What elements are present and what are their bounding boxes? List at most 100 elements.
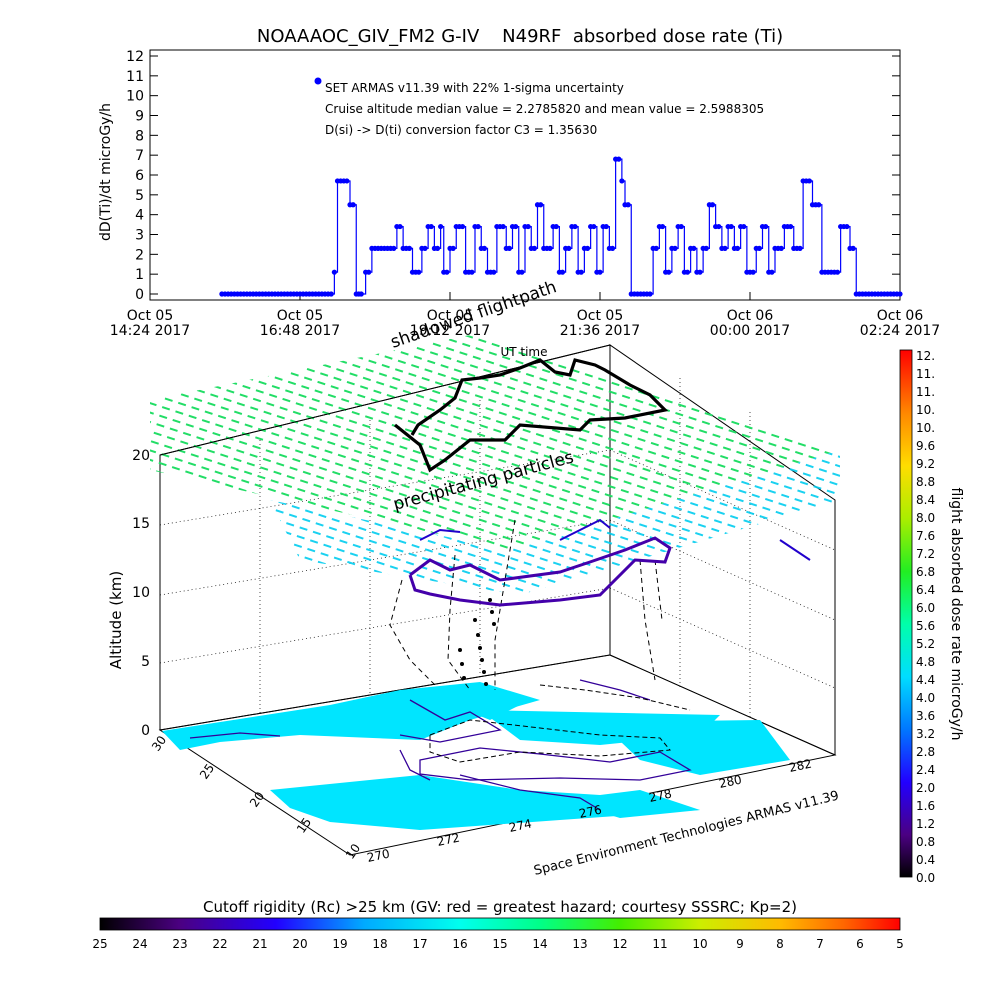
rigidity-colorbar-gradient xyxy=(99,917,901,931)
lat-tick-10: 10 xyxy=(343,841,363,862)
altitude-label: Altitude (km) xyxy=(107,571,125,669)
y-tick-label: 2 xyxy=(135,247,144,263)
alt-tick-15: 15 xyxy=(132,516,150,532)
dose-point xyxy=(481,245,487,251)
y-tick-label: 5 xyxy=(135,188,144,204)
dose-point xyxy=(616,156,622,162)
legend-marker xyxy=(314,77,322,85)
dose-colorbar-tick: 0.0 xyxy=(916,871,935,885)
rigidity-colorbar-tick: 5 xyxy=(896,937,904,951)
dose-point xyxy=(691,245,697,251)
rigidity-colorbar-tick: 17 xyxy=(412,937,427,951)
rigidity-colorbar-tick: 19 xyxy=(332,937,347,951)
dose-point xyxy=(553,223,559,230)
x-tick-label-time: 21:36 2017 xyxy=(560,323,640,339)
dose-point xyxy=(769,269,775,275)
x-tick-label-time: 02:24 2017 xyxy=(860,323,940,339)
dose-colorbar-tick: 2.4 xyxy=(916,763,935,777)
dose-plane xyxy=(150,335,840,550)
floor-shadow-path xyxy=(429,684,691,763)
dose-point xyxy=(500,223,506,230)
dose-point xyxy=(741,223,747,230)
dose-colorbar-ticks: 12. 11. 11. 10. 10. 9.6 9.2 8.8 8.4 8.0 7.6 7.2 6.8 6… xyxy=(916,349,935,885)
alt-tick-10: 10 xyxy=(132,585,150,601)
dose-point xyxy=(459,223,466,230)
dose-colorbar-gradient xyxy=(899,349,913,878)
dose-point xyxy=(531,245,537,251)
dose-point xyxy=(513,223,519,230)
y-tick-label: 7 xyxy=(135,148,144,164)
dose-point xyxy=(328,291,334,297)
dose-colorbar-tick: 1.2 xyxy=(916,817,935,831)
x-tick-label-time: 00:00 2017 xyxy=(710,323,790,339)
legend-line-1: SET ARMAS v11.39 with 22% 1-sigma uncert… xyxy=(325,81,624,95)
rigidity-colorbar-tick: 18 xyxy=(372,937,387,951)
y-tick-label: 0 xyxy=(135,287,144,303)
dose-point xyxy=(438,223,444,230)
dose-point xyxy=(422,245,428,251)
dose-colorbar-tick: 6.0 xyxy=(916,601,935,615)
x-tick-label-date: Oct 06 xyxy=(727,308,774,324)
rigidity-colorbar-tick: 24 xyxy=(132,937,147,951)
dose-colorbar-tick: 3.2 xyxy=(916,727,935,741)
dose-point xyxy=(666,269,672,275)
dose-colorbar-label: flight absorbed dose rate microGy/h xyxy=(948,488,964,741)
dose-colorbar-tick: 10. xyxy=(916,403,935,417)
dose-colorbar-tick: 5.2 xyxy=(916,637,935,651)
dose-colorbar-tick: 3.6 xyxy=(916,709,935,723)
rigidity-colorbar-tick: 22 xyxy=(212,937,227,951)
dose-point xyxy=(350,202,356,208)
dose-point xyxy=(806,178,812,184)
flightpath-altitude-2 xyxy=(419,518,811,561)
y-tick-label: 11 xyxy=(126,69,144,85)
y-tick-label: 4 xyxy=(135,208,144,224)
alt-tick-5: 5 xyxy=(141,654,150,670)
dose-point xyxy=(678,223,684,230)
rigidity-colorbar-tick: 21 xyxy=(252,937,267,951)
dose-point xyxy=(647,291,653,297)
dose-point xyxy=(816,202,822,208)
rigidity-colorbar-tick: 25 xyxy=(92,937,107,951)
dose-point xyxy=(609,245,616,251)
lon-tick-270: 270 xyxy=(366,846,391,864)
lat-tick-20: 20 xyxy=(247,789,267,810)
3d-panel: shadowed flightpath precipitating partic… xyxy=(107,277,841,879)
dose-colorbar-tick: 1.6 xyxy=(916,799,935,813)
dose-colorbar-tick: 11. xyxy=(916,367,935,381)
altitude-ticks: 0 5 10 15 20 xyxy=(132,448,150,739)
rigidity-colorbar-tick: 11 xyxy=(652,937,667,951)
dose-point xyxy=(358,291,364,297)
rigidity-colorbar-tick: 9 xyxy=(736,937,744,951)
dose-colorbar-tick: 6.8 xyxy=(916,565,935,579)
dose-point xyxy=(703,245,709,251)
rigidity-colorbar: Cutoff rigidity (Rc) >25 km (GV: red = g… xyxy=(92,898,903,951)
dose-point xyxy=(519,269,525,275)
dose-point xyxy=(788,223,794,230)
dose-point xyxy=(728,223,734,230)
dose-colorbar-tick: 4.8 xyxy=(916,655,935,669)
lat-tick-30: 30 xyxy=(149,733,169,754)
x-axis-label-ut: UT time xyxy=(500,345,547,359)
chart-title: NOAAAOC_GIV_FM2 G-IV N49RF absorbed dose… xyxy=(257,26,783,47)
x-tick-label-date: Oct 05 xyxy=(577,308,623,324)
dose-point xyxy=(344,178,350,184)
dose-point xyxy=(684,269,691,275)
x-tick-label-date: Oct 06 xyxy=(877,308,924,324)
dose-point xyxy=(653,245,659,251)
rigidity-colorbar-tick: 23 xyxy=(172,937,187,951)
y-tick-label: 1 xyxy=(135,267,144,283)
dose-point xyxy=(716,223,722,230)
rigidity-colorbar-tick: 8 xyxy=(776,937,784,951)
alt-tick-0: 0 xyxy=(141,723,150,739)
dose-point xyxy=(572,223,578,230)
dose-point xyxy=(566,245,572,251)
dose-point xyxy=(434,245,441,251)
dose-point xyxy=(391,245,397,251)
dose-point xyxy=(834,269,841,275)
dose-point xyxy=(444,269,450,275)
dose-point xyxy=(763,223,769,230)
lon-tick-282: 282 xyxy=(788,756,813,774)
dose-colorbar-tick: 9.2 xyxy=(916,457,935,471)
